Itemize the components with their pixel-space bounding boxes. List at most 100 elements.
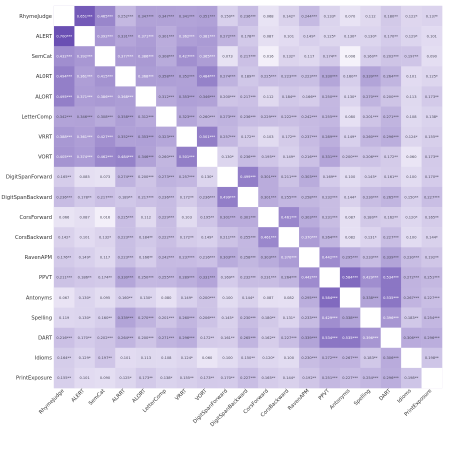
heatmap-cell — [339, 327, 361, 348]
cell-value-label: 0.095 — [100, 296, 110, 300]
cell-value-label: 0.371*** — [77, 95, 93, 99]
cell-value-label: 0.352*** — [179, 75, 195, 79]
cell-value-label: 0.270*** — [363, 95, 379, 99]
heatmap-cell — [278, 347, 300, 369]
heatmap-cell — [217, 327, 238, 348]
heatmap-cell — [135, 307, 157, 328]
heatmap-cell — [176, 186, 198, 208]
heatmap-cell — [421, 207, 443, 228]
heatmap-cell — [196, 327, 218, 348]
cell-value-label: 0.166** — [139, 256, 153, 260]
cell-value-label: 0.100 — [406, 175, 417, 179]
cell-value-label: 0.173** — [139, 376, 153, 380]
heatmap-cell — [319, 347, 341, 369]
heatmap-cell — [258, 6, 279, 27]
heatmap-cell — [299, 46, 320, 67]
cell-value-label: 0.160** — [343, 75, 357, 79]
column-label: ALORT — [131, 388, 148, 405]
heatmap-cell — [176, 26, 198, 47]
heatmap-cell — [299, 247, 320, 268]
cell-value-label: 0.180** — [364, 215, 378, 219]
heatmap-cell — [115, 6, 136, 27]
cell-value-label: 0.103 — [263, 135, 273, 139]
cell-value-label: 0.535*** — [342, 336, 358, 340]
heatmap-cell — [74, 347, 96, 369]
cell-value-label: 0.501*** — [199, 135, 215, 139]
cell-value-label: 0.265*** — [383, 195, 399, 199]
cell-value-label: 0.216*** — [56, 336, 72, 340]
heatmap-cell — [339, 347, 361, 369]
heatmap-cell — [74, 227, 96, 248]
heatmap-cell — [299, 307, 320, 328]
heatmap-cell — [258, 367, 279, 389]
cell-value-label: 0.197** — [404, 55, 418, 59]
heatmap-cell — [217, 247, 238, 268]
cell-value-label: 0.351*** — [199, 14, 215, 18]
heatmap-cell — [115, 106, 136, 127]
heatmap-cell — [401, 367, 422, 389]
heatmap-cell — [319, 367, 341, 389]
heatmap-cell — [380, 307, 402, 328]
heatmap-cell — [156, 367, 177, 389]
cell-value-label: 0.200*** — [138, 175, 154, 179]
cell-value-label: 0.112 — [141, 215, 151, 219]
cell-value-label: 0.206*** — [363, 155, 379, 159]
heatmap-cell — [94, 186, 116, 208]
heatmap-cell — [74, 247, 96, 268]
heatmap-cell — [54, 46, 75, 67]
cell-value-label: 0.132* — [283, 55, 295, 59]
row-label: DART — [38, 336, 53, 342]
cell-value-label: 0.260*** — [179, 316, 195, 320]
cell-value-label: 0.323*** — [158, 135, 174, 139]
cell-value-label: 0.060 — [202, 356, 213, 360]
cell-value-label: 0.358*** — [158, 75, 174, 79]
cell-value-label: 0.465*** — [97, 14, 113, 18]
heatmap-cell — [258, 46, 279, 67]
cell-value-label: 0.361*** — [77, 75, 93, 79]
cell-value-label: 0.216*** — [199, 256, 215, 260]
cell-value-label: 0.131* — [364, 236, 376, 240]
heatmap-cell — [278, 327, 300, 348]
row-label: VRRT — [38, 134, 52, 140]
heatmap-cell — [74, 207, 96, 228]
heatmap-cell — [74, 46, 96, 67]
cell-value-label: 0.339*** — [363, 75, 379, 79]
cell-value-label: 0.227*** — [240, 376, 256, 380]
heatmap-cell — [176, 227, 198, 248]
heatmap-cell — [278, 46, 300, 67]
cell-value-label: 0.216*** — [301, 155, 317, 159]
cell-value-label: 0.346*** — [77, 115, 93, 119]
heatmap-cell — [135, 347, 157, 369]
heatmap-cell — [319, 146, 341, 168]
cell-value-label: 0.499*** — [220, 195, 236, 199]
heatmap-cell — [196, 66, 218, 87]
cell-value-label: 0.274*** — [220, 75, 236, 79]
heatmap-cell — [176, 307, 198, 328]
cell-value-label: 0.272*** — [404, 276, 420, 280]
cell-value-label: 0.113 — [141, 356, 151, 360]
cell-value-label: 0.166** — [302, 95, 316, 99]
cell-value-label: 0.312*** — [138, 115, 154, 119]
heatmap-cell — [258, 227, 279, 248]
heatmap-cell — [156, 146, 177, 168]
cell-value-label: 0.165** — [261, 376, 275, 380]
heatmap-cell — [176, 126, 198, 147]
cell-value-label: 0.164** — [57, 356, 71, 360]
cell-value-label: 0.267*** — [342, 356, 358, 360]
cell-value-label: 0.651*** — [77, 14, 93, 18]
heatmap-cell — [380, 166, 402, 188]
cell-value-label: 0.149* — [181, 296, 193, 300]
heatmap-cell — [380, 46, 402, 67]
heatmap-cell — [135, 66, 157, 87]
column-label: ALRRT — [111, 388, 127, 404]
cell-value-label: 0.066 — [59, 215, 70, 219]
cell-value-label: 0.264*** — [383, 75, 399, 79]
heatmap-cell — [339, 26, 361, 47]
heatmap-cell — [156, 287, 177, 308]
heatmap-cell — [401, 6, 422, 27]
cell-value-label: 0.306*** — [383, 356, 399, 360]
heatmap-cell — [135, 126, 157, 147]
cell-value-label: 0.347*** — [138, 14, 154, 18]
cell-value-label: 0.144* — [426, 236, 438, 240]
heatmap-cell — [339, 46, 361, 67]
